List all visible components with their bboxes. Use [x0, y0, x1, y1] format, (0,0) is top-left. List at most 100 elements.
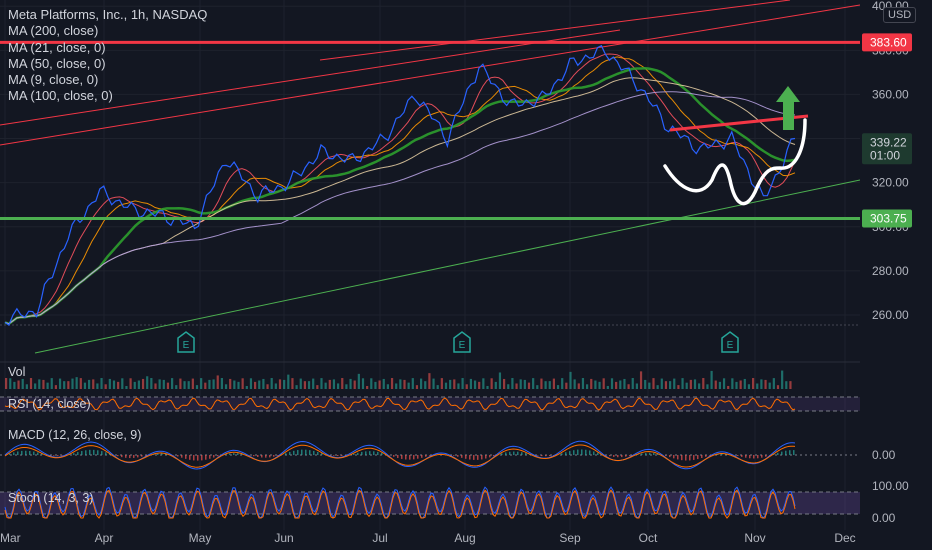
volume-bar	[162, 379, 165, 389]
volume-bar	[38, 379, 41, 389]
macd-histogram-bar	[721, 453, 723, 455]
indicator-ma-21[interactable]: MA (21, close, 0)	[8, 39, 106, 55]
volume-bar	[361, 378, 365, 389]
macd-histogram-bar	[229, 453, 231, 455]
volume-bar	[444, 382, 448, 389]
volume-bar	[660, 378, 663, 389]
volume-bar	[527, 382, 531, 389]
macd-histogram-bar	[333, 455, 335, 456]
volume-bar	[631, 378, 634, 389]
macd-histogram-bar	[237, 453, 239, 455]
volume-bar	[772, 378, 775, 389]
macd-histogram-bar	[613, 455, 615, 457]
macd-histogram-bar	[341, 455, 343, 456]
volume-bar	[619, 380, 622, 389]
macd-histogram-bar	[629, 455, 631, 456]
x-axis: Mar Apr May Jun Jul Aug Sep Oct Nov Dec	[0, 531, 856, 545]
volume-bar	[420, 378, 423, 389]
volume-bar	[627, 384, 630, 389]
macd-histogram-bar	[577, 449, 579, 455]
stoch-label[interactable]: Stoch (14, 3, 3)	[8, 491, 94, 505]
macd-histogram-bar	[489, 455, 491, 458]
macd-histogram-bar	[665, 455, 667, 456]
earnings-label: E	[727, 340, 734, 351]
macd-histogram-bar	[461, 455, 463, 458]
volume-bar	[382, 378, 385, 389]
macd-histogram-bar	[521, 452, 523, 455]
macd-histogram-bar	[77, 452, 79, 455]
rsi-label[interactable]: RSI (14, close)	[8, 397, 91, 411]
current-price-tag-value: 339.22	[870, 135, 907, 149]
macd-histogram-bar	[549, 455, 551, 457]
macd-histogram-bar	[353, 453, 355, 455]
macd-histogram-bar	[621, 455, 623, 458]
volume-bar	[345, 384, 348, 389]
volume-bar	[274, 383, 277, 389]
macd-histogram-bar	[373, 451, 375, 455]
macd-histogram-bar	[197, 455, 199, 461]
volume-bar	[606, 385, 609, 389]
volume-bar	[216, 375, 219, 389]
y-tick-label: 360.00	[872, 87, 909, 101]
macd-histogram-bar	[469, 455, 471, 460]
volume-bar	[403, 379, 406, 389]
volume-bar	[316, 385, 319, 389]
volume-bar	[556, 385, 560, 389]
indicator-ma-100[interactable]: MA (100, close, 0)	[8, 88, 113, 104]
volume-bar	[648, 382, 651, 389]
indicator-ma-200[interactable]: MA (200, close)	[8, 23, 99, 39]
symbol-title[interactable]: Meta Platforms, Inc., 1h, NASDAQ	[8, 7, 208, 22]
macd-histogram-bar	[253, 455, 255, 457]
macd-histogram-bar	[241, 453, 243, 455]
indicator-ma-50[interactable]: MA (50, close, 0)	[8, 55, 106, 71]
breakout-arrow-head	[776, 86, 800, 102]
volume-label[interactable]: Vol	[8, 365, 26, 379]
breakout-arrow-shaft	[783, 100, 794, 130]
macd-histogram-bar	[465, 455, 467, 459]
volume-bar	[639, 371, 643, 389]
volume-bar	[590, 378, 593, 389]
earnings-marker: E	[453, 331, 471, 353]
macd-histogram-bar	[265, 455, 267, 458]
volume-bar	[233, 380, 236, 389]
macd-histogram-bar	[165, 453, 167, 455]
ma-100-line	[4, 77, 796, 325]
macd-label[interactable]: MACD (12, 26, close, 9)	[8, 428, 142, 442]
volume-bar	[50, 378, 53, 389]
macd-histogram-bar	[85, 450, 87, 455]
macd-histogram-bar	[453, 455, 455, 456]
volume-bar	[241, 378, 244, 389]
macd-histogram-bar	[793, 450, 795, 455]
macd-histogram-bar	[413, 455, 415, 460]
volume-bar	[237, 381, 240, 389]
volume-bar	[652, 378, 655, 389]
volume-bar	[424, 381, 427, 389]
volume-bar	[96, 383, 99, 389]
macd-histogram-bar	[401, 455, 403, 459]
volume-bar	[478, 381, 481, 389]
currency-badge[interactable]: USD	[883, 7, 917, 23]
volume-bar	[71, 378, 74, 389]
volume-bar	[503, 378, 506, 389]
volume-bar	[21, 378, 24, 389]
macd-histogram-bar	[73, 453, 75, 455]
volume-bar	[137, 380, 140, 389]
indicator-ma-9[interactable]: MA (9, close, 0)	[8, 72, 99, 88]
volume-bar	[195, 385, 199, 389]
macd-histogram-bar	[429, 455, 431, 456]
volume-bar	[386, 384, 389, 389]
volume-bar	[341, 378, 344, 389]
macd-signal	[4, 444, 796, 468]
volume-bar	[283, 379, 286, 389]
macd-histogram-bar	[693, 455, 695, 460]
macd-histogram-bar	[161, 453, 163, 455]
volume-bar	[171, 378, 174, 389]
macd-histogram-bar	[33, 451, 35, 455]
macd-histogram-bar	[505, 452, 507, 455]
macd-histogram-bar	[701, 455, 703, 458]
volume-bar	[262, 378, 265, 389]
volume-bar	[415, 385, 419, 389]
volume-bar	[9, 378, 12, 389]
macd-histogram-bar	[537, 455, 539, 456]
